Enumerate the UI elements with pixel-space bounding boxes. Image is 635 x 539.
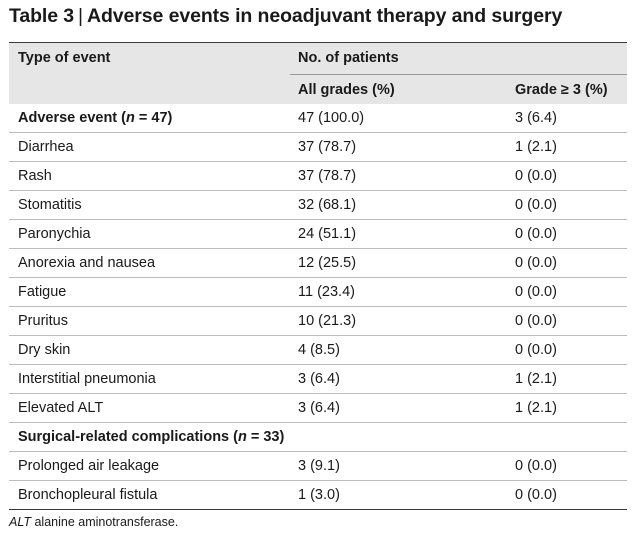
event-cell: Anorexia and nausea [18, 255, 156, 271]
table-row: Stomatitis 32 (68.1) 0 (0.0) [9, 191, 627, 220]
table-header: Type of event No. of patients All grades… [9, 43, 627, 104]
table-row: Dry skin 4 (8.5) 0 (0.0) [9, 336, 627, 365]
table-row: Pruritus 10 (21.3) 0 (0.0) [9, 307, 627, 336]
table-row: Elevated ALT 3 (6.4) 1 (2.1) [9, 394, 627, 423]
event-cell: Paronychia [18, 226, 91, 242]
table-row: Rash 37 (78.7) 0 (0.0) [9, 162, 627, 191]
table-footnote: ALT alanine aminotransferase. [9, 515, 178, 529]
grade3-cell: 3 (6.4) [515, 110, 557, 126]
all-grades-cell: 37 (78.7) [298, 139, 357, 155]
grade3-cell: 1 (2.1) [515, 400, 557, 416]
table-row: Anorexia and nausea 12 (25.5) 0 (0.0) [9, 249, 627, 278]
all-grades-cell: 12 (25.5) [298, 255, 357, 271]
header-all-grades: All grades (%) [298, 82, 395, 98]
table-top-rule [9, 42, 627, 43]
event-cell: Adverse event (n = 47) [18, 110, 173, 126]
all-grades-cell: 37 (78.7) [298, 168, 357, 184]
header-subrule [290, 74, 627, 75]
all-grades-cell: 4 (8.5) [298, 342, 340, 358]
header-grade3: Grade ≥ 3 (%) [515, 82, 608, 98]
footnote-abbreviation: ALT [9, 515, 31, 529]
grade3-cell: 0 (0.0) [515, 487, 557, 503]
event-cell: Interstitial pneumonia [18, 371, 156, 387]
grade3-cell: 0 (0.0) [515, 313, 557, 329]
event-cell: Dry skin [18, 342, 71, 358]
table-row: Prolonged air leakage 3 (9.1) 0 (0.0) [9, 452, 627, 481]
event-cell: Pruritus [18, 313, 68, 329]
event-cell: Fatigue [18, 284, 67, 300]
all-grades-cell: 3 (6.4) [298, 371, 340, 387]
grade3-cell: 0 (0.0) [515, 168, 557, 184]
header-no-of-patients: No. of patients [298, 50, 399, 66]
table-row: Diarrhea 37 (78.7) 1 (2.1) [9, 133, 627, 162]
table-title: Table 3 | Adverse events in neoadjuvant th… [9, 5, 562, 28]
table-caption: Adverse events in neoadjuvant therapy an… [87, 5, 563, 27]
event-cell: Elevated ALT [18, 400, 104, 416]
grade3-cell: 1 (2.1) [515, 139, 557, 155]
grade3-cell: 0 (0.0) [515, 255, 557, 271]
section-cell: Surgical-related complications (n = 33) [18, 429, 285, 445]
all-grades-cell: 24 (51.1) [298, 226, 357, 242]
grade3-cell: 1 (2.1) [515, 371, 557, 387]
grade3-cell: 0 (0.0) [515, 342, 557, 358]
grade3-cell: 0 (0.0) [515, 197, 557, 213]
table-row: Bronchopleural fistula 1 (3.0) 0 (0.0) [9, 481, 627, 509]
table-row: Fatigue 11 (23.4) 0 (0.0) [9, 278, 627, 307]
table-label: Table 3 [9, 5, 75, 27]
table-row: Interstitial pneumonia 3 (6.4) 1 (2.1) [9, 365, 627, 394]
all-grades-cell: 32 (68.1) [298, 197, 357, 213]
footnote-text: alanine aminotransferase. [31, 515, 179, 529]
all-grades-cell: 11 (23.4) [298, 284, 355, 300]
grade3-cell: 0 (0.0) [515, 284, 557, 300]
title-separator: | [78, 5, 84, 27]
adverse-events-table: Type of event No. of patients All grades… [9, 42, 627, 510]
table-row: Adverse event (n = 47) 47 (100.0) 3 (6.4… [9, 104, 627, 133]
all-grades-cell: 10 (21.3) [298, 313, 357, 329]
all-grades-cell: 1 (3.0) [298, 487, 340, 503]
event-cell: Rash [18, 168, 52, 184]
grade3-cell: 0 (0.0) [515, 226, 557, 242]
table-section-row: Surgical-related complications (n = 33) [9, 423, 627, 452]
event-cell: Prolonged air leakage [18, 458, 160, 474]
grade3-cell: 0 (0.0) [515, 458, 557, 474]
all-grades-cell: 3 (6.4) [298, 400, 340, 416]
header-type-of-event: Type of event [18, 50, 111, 66]
all-grades-cell: 47 (100.0) [298, 110, 365, 126]
table-row: Paronychia 24 (51.1) 0 (0.0) [9, 220, 627, 249]
event-cell: Stomatitis [18, 197, 82, 213]
event-cell: Diarrhea [18, 139, 74, 155]
table-bottom-rule [9, 509, 627, 510]
event-cell: Bronchopleural fistula [18, 487, 158, 503]
all-grades-cell: 3 (9.1) [298, 458, 340, 474]
